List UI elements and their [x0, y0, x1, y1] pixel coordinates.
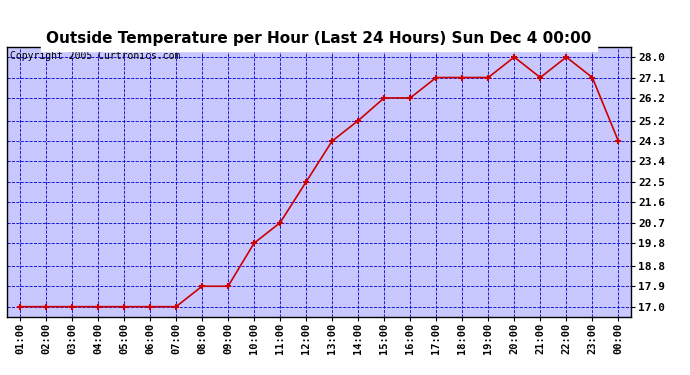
Title: Outside Temperature per Hour (Last 24 Hours) Sun Dec 4 00:00: Outside Temperature per Hour (Last 24 Ho… — [46, 31, 592, 46]
Text: Copyright 2005 Curtronics.com: Copyright 2005 Curtronics.com — [10, 51, 180, 61]
